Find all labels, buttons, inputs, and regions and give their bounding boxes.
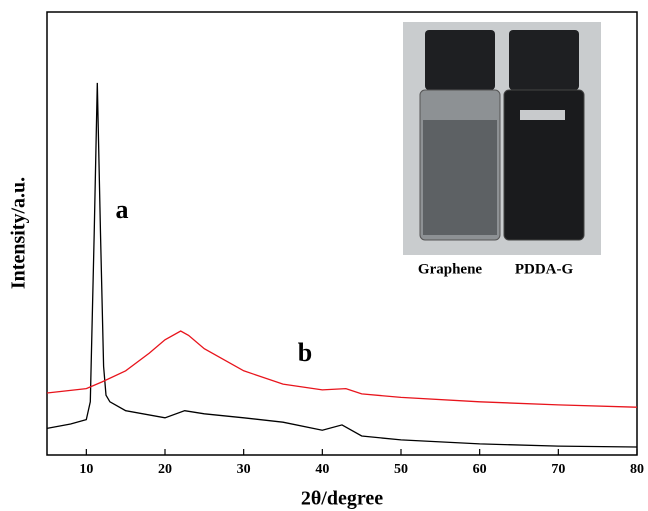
x-tick-label: 20: [158, 462, 172, 477]
plot-frame: [46, 11, 638, 456]
inset-photo: [403, 22, 601, 255]
series-line: [46, 330, 638, 408]
annotation: a: [116, 195, 129, 224]
x-tick-label: 40: [315, 462, 329, 477]
series-line: [46, 82, 638, 448]
inset-label: Graphene: [418, 261, 483, 277]
x-tick-label: 50: [394, 462, 408, 477]
x-tick-label: 60: [473, 462, 487, 477]
inset-label: PDDA-G: [515, 261, 574, 277]
x-tick-label: 80: [630, 462, 644, 477]
x-tick-label: 70: [551, 462, 565, 477]
x-axis-label: 2θ/degree: [301, 488, 383, 510]
y-axis-label: Intensity/a.u.: [8, 177, 30, 289]
x-tick-label: 30: [237, 462, 251, 477]
x-tick-label: 10: [79, 462, 93, 477]
annotation: b: [298, 338, 312, 367]
